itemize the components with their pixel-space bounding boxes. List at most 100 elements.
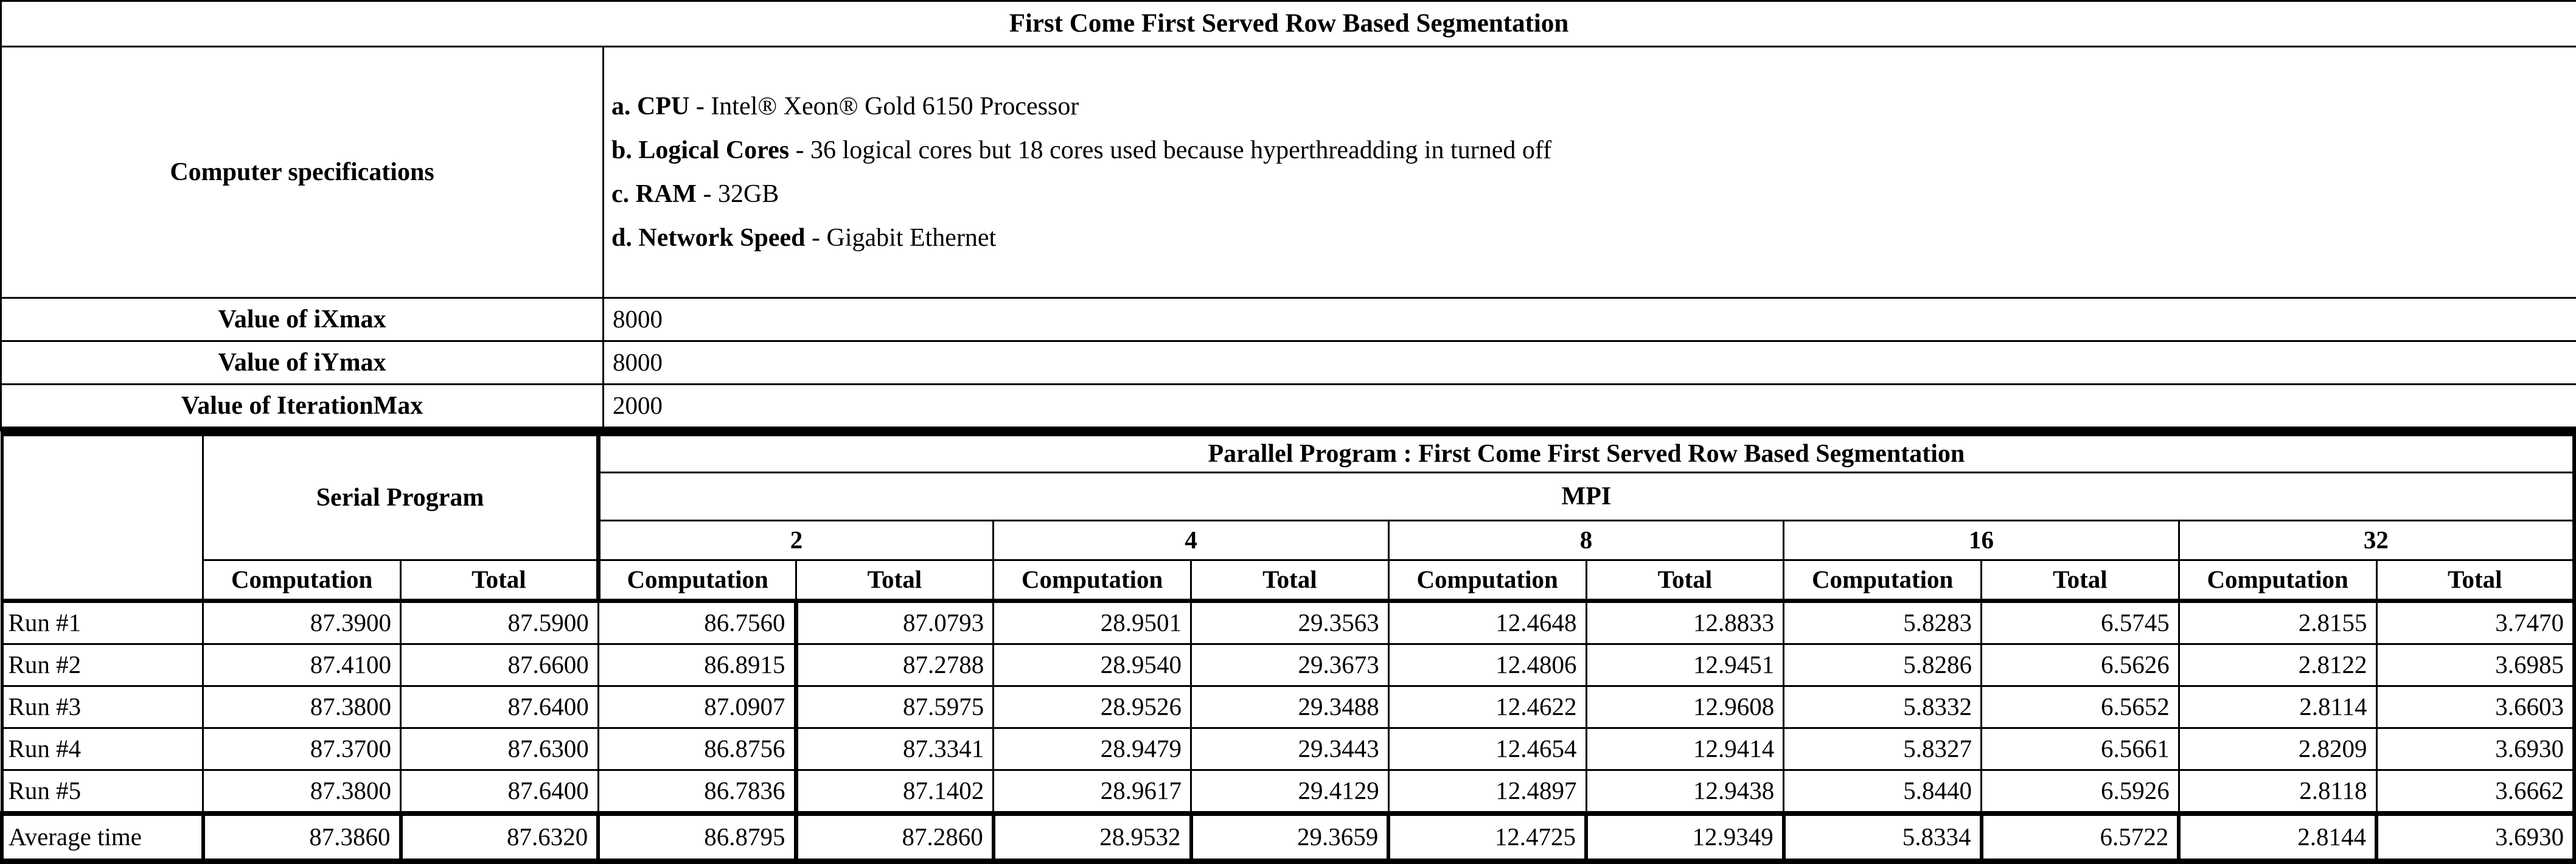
parallel-program-header: Parallel Program : First Come First Serv… xyxy=(598,434,2574,473)
time-cell: 87.6600 xyxy=(401,644,599,686)
total-header: Total xyxy=(2376,560,2574,601)
time-cell: 2.8155 xyxy=(2179,601,2376,644)
row-label: Average time xyxy=(2,813,203,862)
spec-line-prefix: d. Network Speed xyxy=(611,224,806,252)
time-cell: 87.3700 xyxy=(203,728,401,770)
time-cell: 87.2788 xyxy=(796,644,994,686)
total-header: Total xyxy=(401,560,599,601)
computation-header: Computation xyxy=(2179,560,2376,601)
time-cell: 86.8795 xyxy=(598,813,796,862)
time-cell: 87.3800 xyxy=(203,686,401,728)
time-cell: 29.3659 xyxy=(1191,813,1389,862)
time-cell: 3.6662 xyxy=(2376,770,2574,814)
title-row: First Come First Served Row Based Segmen… xyxy=(1,1,2576,47)
time-cell: 3.6930 xyxy=(2376,728,2574,770)
time-cell: 28.9617 xyxy=(994,770,1191,814)
time-cell: 12.4648 xyxy=(1388,601,1586,644)
specs-label: Computer specifications xyxy=(1,47,604,298)
time-cell: 12.4806 xyxy=(1388,644,1586,686)
param-label: Value of IterationMax xyxy=(1,385,604,430)
time-cell: 12.4622 xyxy=(1388,686,1586,728)
info-table: First Come First Served Row Based Segmen… xyxy=(0,0,2576,431)
time-cell: 87.6400 xyxy=(401,686,599,728)
time-cell: 2.8122 xyxy=(2179,644,2376,686)
mpi-header: MPI xyxy=(598,473,2574,521)
time-cell: 12.9608 xyxy=(1586,686,1784,728)
spec-line-prefix: c. RAM xyxy=(611,180,697,208)
time-cell: 87.2860 xyxy=(796,813,994,862)
param-label: Value of iXmax xyxy=(1,298,604,341)
total-header: Total xyxy=(796,560,994,601)
process-count-header: 8 xyxy=(1388,521,1784,560)
row-label: Run #3 xyxy=(2,686,203,728)
time-cell: 87.3341 xyxy=(796,728,994,770)
param-value: 2000 xyxy=(604,385,2576,430)
time-cell: 6.5626 xyxy=(1982,644,2179,686)
spec-line: a. CPU - Intel® Xeon® Gold 6150 Processo… xyxy=(611,85,2570,128)
computation-header: Computation xyxy=(1388,560,1586,601)
time-cell: 29.3488 xyxy=(1191,686,1389,728)
time-cell: 6.5745 xyxy=(1982,601,2179,644)
time-cell: 87.3800 xyxy=(203,770,401,814)
spec-line-text: - 32GB xyxy=(697,180,779,208)
specs-row: Computer specifications a. CPU - Intel® … xyxy=(1,47,2576,298)
process-count-header: 4 xyxy=(994,521,1389,560)
time-cell: 5.8440 xyxy=(1784,770,1982,814)
time-cell: 5.8286 xyxy=(1784,644,1982,686)
time-cell: 87.0793 xyxy=(796,601,994,644)
time-cell: 86.7560 xyxy=(598,601,796,644)
time-cell: 3.6603 xyxy=(2376,686,2574,728)
total-header: Total xyxy=(1191,560,1389,601)
param-label: Value of iYmax xyxy=(1,341,604,385)
param-value: 8000 xyxy=(604,298,2576,341)
time-cell: 2.8209 xyxy=(2179,728,2376,770)
time-cell: 87.6400 xyxy=(401,770,599,814)
time-cell: 12.9438 xyxy=(1586,770,1784,814)
row-label: Run #5 xyxy=(2,770,203,814)
total-header: Total xyxy=(1586,560,1784,601)
process-count-header: 32 xyxy=(2179,521,2574,560)
row-label: Run #2 xyxy=(2,644,203,686)
specs-cell: a. CPU - Intel® Xeon® Gold 6150 Processo… xyxy=(604,47,2576,298)
time-cell: 12.9414 xyxy=(1586,728,1784,770)
spec-line-text: - Gigabit Ethernet xyxy=(806,224,997,252)
spec-line: b. Logical Cores - 36 logical cores but … xyxy=(611,128,2570,172)
time-cell: 87.5975 xyxy=(796,686,994,728)
parallel-header-row: Serial Program Parallel Program : First … xyxy=(2,434,2574,473)
time-cell: 28.9479 xyxy=(994,728,1191,770)
time-cell: 87.4100 xyxy=(203,644,401,686)
computation-header: Computation xyxy=(203,560,401,601)
row-label: Run #4 xyxy=(2,728,203,770)
time-cell: 12.8833 xyxy=(1586,601,1784,644)
time-cell: 86.8756 xyxy=(598,728,796,770)
time-cell: 87.3900 xyxy=(203,601,401,644)
spec-line-text: - 36 logical cores but 18 cores used bec… xyxy=(789,136,1551,164)
time-cell: 28.9526 xyxy=(994,686,1191,728)
process-count-header: 2 xyxy=(598,521,994,560)
process-count-header: 16 xyxy=(1784,521,2179,560)
time-cell: 6.5661 xyxy=(1982,728,2179,770)
spec-line-prefix: a. CPU xyxy=(611,92,689,120)
spec-line: c. RAM - 32GB xyxy=(611,172,2570,216)
time-cell: 12.9451 xyxy=(1586,644,1784,686)
time-cell: 87.0907 xyxy=(598,686,796,728)
serial-program-header: Serial Program xyxy=(203,434,599,560)
time-cell: 6.5926 xyxy=(1982,770,2179,814)
time-cell: 6.5722 xyxy=(1982,813,2179,862)
time-cell: 87.1402 xyxy=(796,770,994,814)
time-cell: 12.4654 xyxy=(1388,728,1586,770)
time-cell: 86.8915 xyxy=(598,644,796,686)
total-header: Total xyxy=(1982,560,2179,601)
time-cell: 6.5652 xyxy=(1982,686,2179,728)
time-cell: 2.8118 xyxy=(2179,770,2376,814)
time-cell: 12.9349 xyxy=(1586,813,1784,862)
